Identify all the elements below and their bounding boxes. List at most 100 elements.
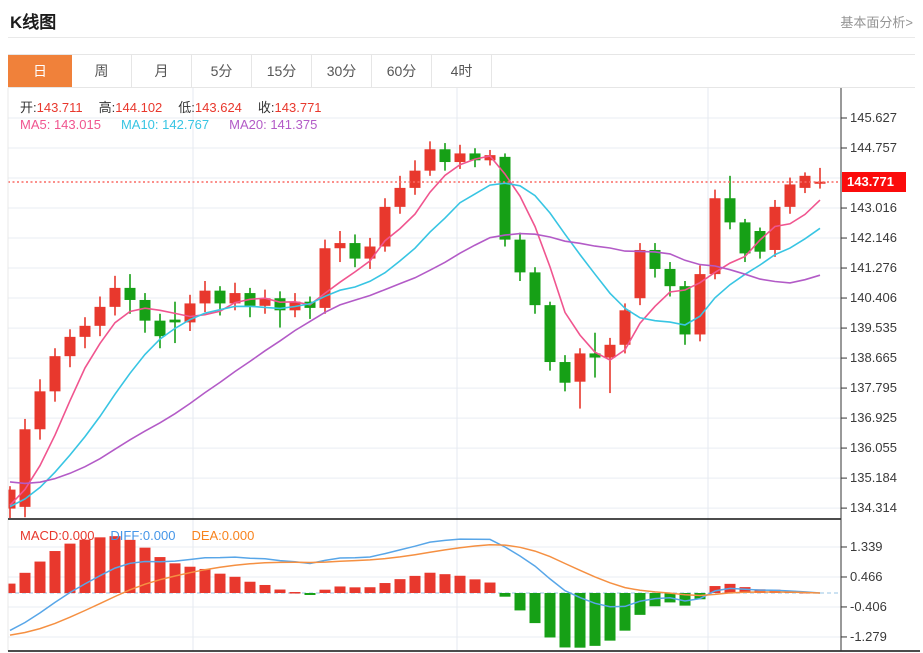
interval-tab-bar: 日周月 5分 15分 30分 60分 4时 <box>8 54 915 88</box>
axis-tick-label: 134.314 <box>850 500 897 516</box>
candle-body <box>619 310 631 345</box>
candle-body <box>34 391 46 430</box>
ma-legend-bar: MA5: 143.015 MA10: 142.767 MA20: 141.375 <box>20 117 317 132</box>
candle-body <box>814 181 826 184</box>
fundamental-analysis-link[interactable]: 基本面分析> <box>840 15 913 30</box>
ma10-legend: MA10: 142.767 <box>120 117 210 132</box>
axis-tick-label: -0.406 <box>850 598 887 614</box>
macd-bar <box>349 587 361 593</box>
tab-5min[interactable]: 5分 <box>192 55 252 87</box>
candle-body <box>754 231 766 252</box>
candle-body <box>514 239 526 273</box>
candle-body <box>424 149 436 171</box>
current-price-tag: 143.771 <box>842 172 906 192</box>
high-value: 高:144.102 <box>98 100 163 115</box>
candle-body <box>109 287 121 307</box>
candle-body <box>439 149 451 163</box>
tab-60min[interactable]: 60分 <box>372 55 432 87</box>
macd-bar <box>334 586 346 593</box>
candle-body <box>454 153 466 163</box>
page-title: K线图 <box>10 13 57 32</box>
macd-bar <box>8 583 16 593</box>
macd-bar <box>304 593 316 595</box>
candle-body <box>19 429 31 507</box>
candle-body <box>349 243 361 259</box>
macd-bar <box>289 592 301 594</box>
candle-body <box>589 353 601 358</box>
ma20-legend: MA20: 141.375 <box>229 117 318 132</box>
tab-30min[interactable]: 30分 <box>312 55 372 87</box>
macd-bar <box>244 581 256 593</box>
candle-body <box>409 170 421 188</box>
candle-body <box>124 287 136 300</box>
tab-week[interactable]: 周 <box>72 55 132 87</box>
macd-bar <box>64 543 76 593</box>
macd-bar <box>484 582 496 593</box>
candle-body <box>604 344 616 358</box>
gridlines <box>8 88 841 651</box>
macd-bar <box>94 537 106 593</box>
candle-body <box>664 268 676 287</box>
macd-bar <box>319 589 331 593</box>
tab-day[interactable]: 日 <box>8 55 72 87</box>
candle-body <box>379 206 391 247</box>
tab-month[interactable]: 月 <box>132 55 192 87</box>
macd-bar <box>709 586 721 593</box>
axis-tick-label: -1.279 <box>850 628 887 644</box>
macd-bar <box>604 593 616 641</box>
macd-bar <box>619 593 631 631</box>
macd-bar <box>379 583 391 593</box>
candle-body <box>769 206 781 250</box>
axis-tick-label: 142.146 <box>850 230 897 246</box>
macd-bar <box>574 593 586 648</box>
macd-bar <box>124 539 136 593</box>
axis-tick-label: 136.925 <box>850 410 897 426</box>
macd-bar <box>274 589 286 593</box>
axis-tick-label: 0.466 <box>850 568 883 584</box>
ma5-legend: MA5: 143.015 <box>20 117 101 132</box>
axis-tick-label: 139.535 <box>850 320 897 336</box>
macd-bar <box>79 539 91 593</box>
macd-bar <box>529 593 541 624</box>
macd-bar <box>514 593 526 611</box>
macd-bar <box>469 579 481 593</box>
candle-body <box>64 336 76 357</box>
candle-body <box>574 353 586 382</box>
macd-bar <box>739 587 751 593</box>
macd-bar <box>424 572 436 593</box>
macd-bar <box>679 593 691 606</box>
low-value: 低:143.624 <box>178 100 242 115</box>
header-divider <box>8 37 915 38</box>
macd-bar <box>559 593 571 648</box>
macd-bar <box>19 572 31 593</box>
ohlc-info-bar: 开:143.711 高:144.102 低:143.624 收:143.771 <box>20 97 322 116</box>
axis-tick-label: 140.406 <box>850 290 897 306</box>
candle-body <box>319 248 331 308</box>
axis-tick-label: 136.055 <box>850 440 897 456</box>
macd-value-label: MACD:0.000 <box>20 528 95 543</box>
axis-tick-label: 143.016 <box>850 200 897 216</box>
macd-bar <box>214 573 226 593</box>
ma20-line <box>9 232 821 485</box>
macd-bar <box>634 593 646 615</box>
dea-line <box>9 543 821 636</box>
main-chart-panel <box>8 141 826 518</box>
candle-body <box>679 286 691 335</box>
tab-4hour[interactable]: 4时 <box>432 55 492 87</box>
candle-body <box>694 274 706 335</box>
axis-tick-label: 141.276 <box>850 260 897 276</box>
macd-bar <box>754 589 766 593</box>
tab-15min[interactable]: 15分 <box>252 55 312 87</box>
candle-body <box>709 198 721 275</box>
candle-body <box>484 155 496 161</box>
candle-body <box>364 246 376 259</box>
candle-body <box>274 298 286 311</box>
candle-body <box>8 489 16 509</box>
macd-bar <box>139 547 151 593</box>
axis-tick-label: 138.665 <box>850 350 897 366</box>
candle-body <box>139 299 151 321</box>
macd-bar <box>34 561 46 593</box>
candle-body <box>544 305 556 363</box>
